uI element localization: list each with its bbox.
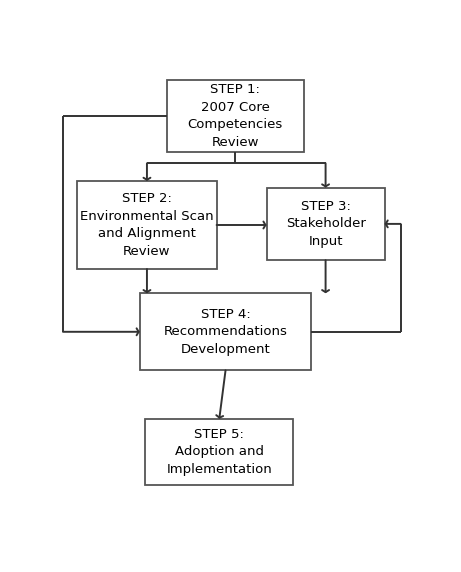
Text: STEP 1:
2007 Core
Competencies
Review: STEP 1: 2007 Core Competencies Review bbox=[188, 84, 283, 149]
Text: STEP 3:
Stakeholder
Input: STEP 3: Stakeholder Input bbox=[286, 200, 366, 248]
FancyBboxPatch shape bbox=[266, 188, 384, 260]
Text: STEP 2:
Environmental Scan
and Alignment
Review: STEP 2: Environmental Scan and Alignment… bbox=[80, 192, 214, 258]
FancyBboxPatch shape bbox=[140, 293, 311, 370]
FancyBboxPatch shape bbox=[166, 80, 304, 152]
Text: STEP 4:
Recommendations
Development: STEP 4: Recommendations Development bbox=[164, 308, 288, 356]
FancyBboxPatch shape bbox=[145, 419, 293, 485]
Text: STEP 5:
Adoption and
Implementation: STEP 5: Adoption and Implementation bbox=[166, 428, 272, 476]
FancyBboxPatch shape bbox=[77, 181, 217, 269]
